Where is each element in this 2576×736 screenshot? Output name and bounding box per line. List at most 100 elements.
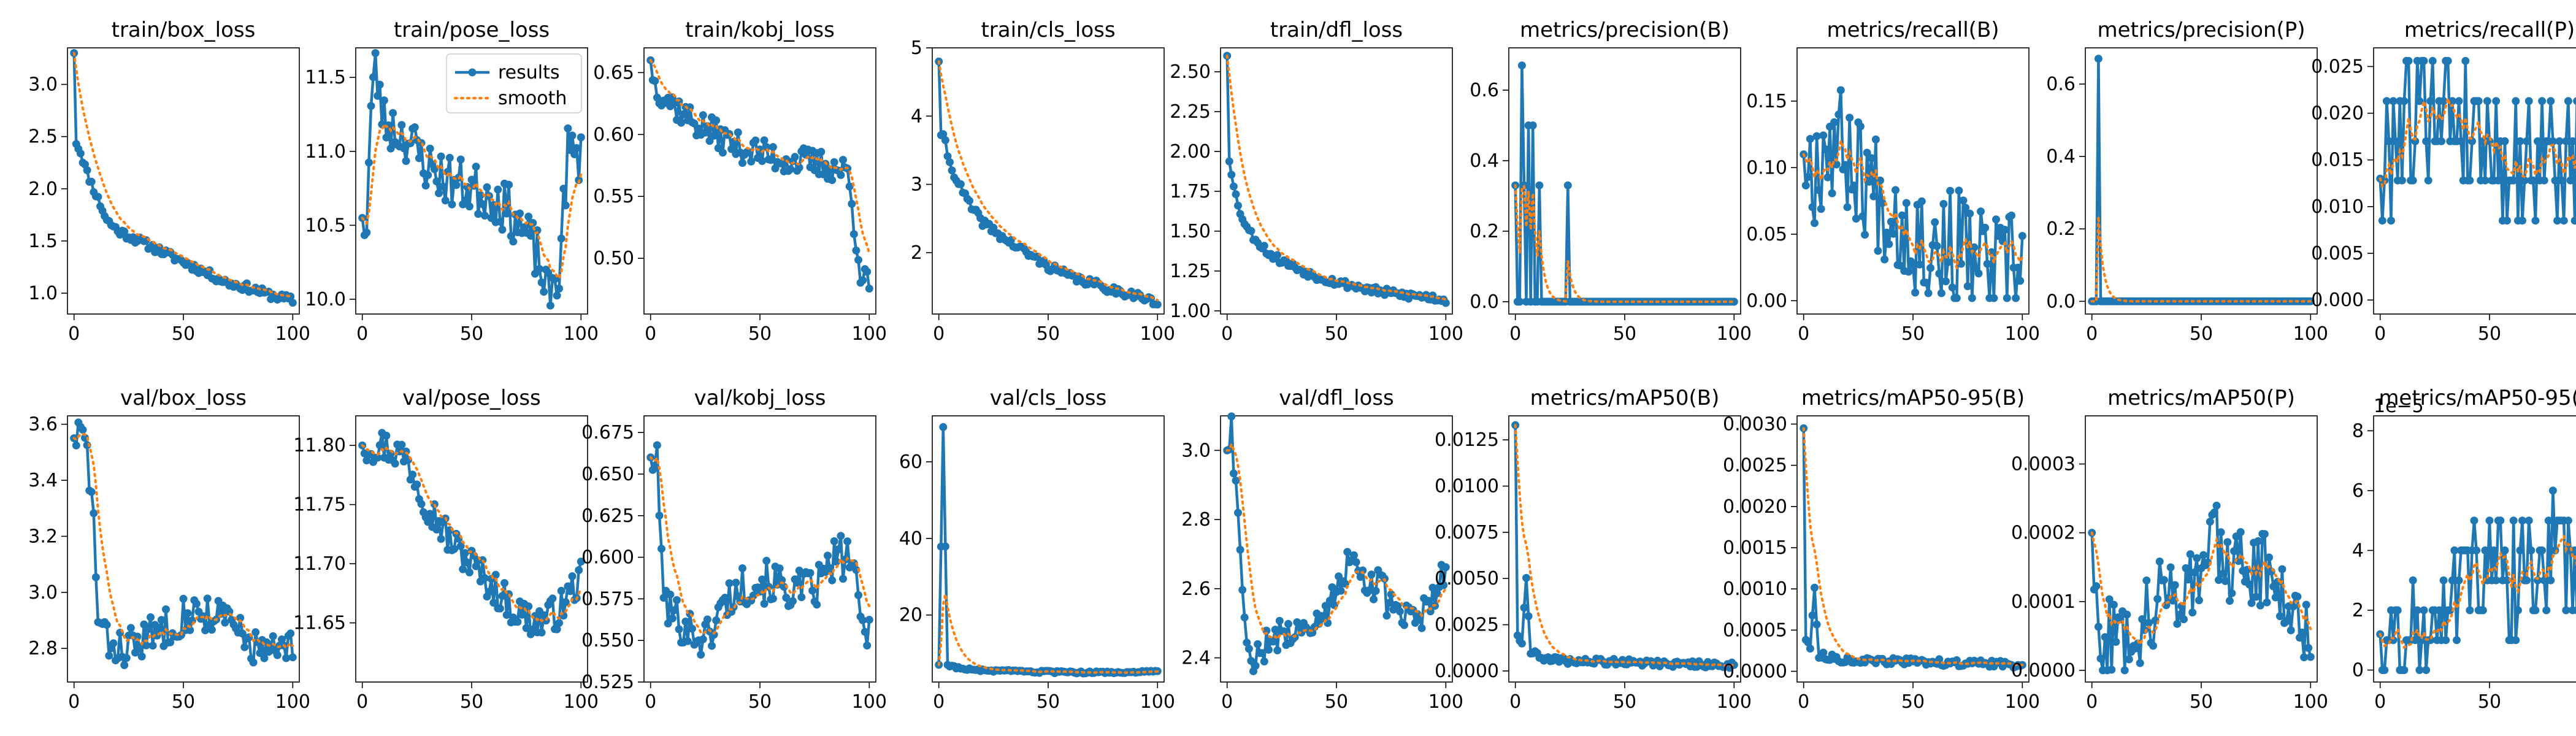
results-point (1852, 215, 1860, 223)
results-point (2393, 606, 2402, 615)
results-point (2439, 97, 2448, 105)
results-point (413, 480, 421, 489)
results-point (2210, 508, 2218, 516)
results-point (830, 537, 838, 545)
results-line (937, 426, 1158, 675)
results-point (2400, 97, 2409, 105)
results-point (2120, 666, 2129, 675)
results-point (2391, 137, 2400, 145)
legend-smooth-label: smooth (498, 88, 567, 109)
results-point (1806, 135, 1814, 143)
results-point (725, 579, 734, 588)
results-point (1898, 211, 1906, 220)
results-point (369, 73, 377, 82)
results-point (758, 157, 767, 165)
results-point (2562, 137, 2570, 145)
results-point (718, 148, 727, 157)
results-point (738, 564, 746, 572)
x-tick-label: 50 (1613, 323, 1636, 345)
smooth-line (2379, 532, 2576, 650)
results-point (1812, 620, 1821, 629)
results-point (2199, 551, 2208, 559)
results-point (2538, 546, 2547, 554)
results-point (456, 542, 465, 550)
results-point (1350, 551, 1358, 559)
y-tick-label: 0.2 (2046, 218, 2076, 240)
results-point (2415, 97, 2424, 105)
results-point (122, 654, 131, 662)
panel-title: metrics/precision(B) (1520, 18, 1730, 42)
results-point (2415, 666, 2424, 674)
y-tick-label: 0.65 (593, 62, 634, 83)
results-point (537, 278, 546, 286)
x-tick-label: 50 (748, 323, 772, 345)
x-tick-label: 50 (1037, 323, 1060, 345)
panel-10: val/pose_loss 0 50 100 11.65 11.70 11.75 11.80 (293, 386, 599, 713)
legend-results-marker (468, 68, 477, 77)
results-point (1247, 227, 1255, 235)
results-point (2094, 55, 2103, 63)
results-point (2221, 577, 2229, 585)
results-point (374, 91, 382, 100)
y-tick-label: 3.0 (28, 74, 58, 96)
results-point (278, 635, 286, 643)
results-point (941, 136, 949, 145)
results-point (371, 49, 380, 57)
results-point (2518, 217, 2526, 225)
results-point (2573, 97, 2576, 105)
results-point (529, 219, 537, 227)
results-point (1804, 173, 1812, 181)
results-point (1400, 621, 1408, 629)
results-point (452, 181, 461, 190)
axes-frame (1796, 415, 2030, 683)
panel-16: metrics/mAP50(P) 0 50 100 0.0000 0.0001 0.0002… (2011, 386, 2328, 713)
results-point (843, 537, 852, 546)
results-point (437, 152, 445, 161)
y-offset-label: 1e−5 (2374, 396, 2424, 417)
results-point (2134, 639, 2142, 648)
results-point (1279, 627, 1288, 635)
x-tick-label: 0 (1798, 323, 1809, 345)
x-tick-label: 50 (1901, 691, 1925, 713)
results-point (375, 80, 384, 89)
results-point (201, 626, 210, 635)
results-point (2496, 516, 2505, 525)
results-point (1260, 657, 1268, 665)
results-point (133, 632, 142, 641)
results-point (546, 301, 554, 310)
results-point (1227, 171, 1236, 179)
results-point (681, 617, 690, 626)
results-point (260, 654, 269, 662)
x-tick-label: 50 (2478, 323, 2501, 345)
results-point (561, 598, 570, 607)
results-point (136, 643, 144, 652)
results-point (256, 649, 264, 657)
results-point (2559, 217, 2568, 225)
results-point (577, 133, 585, 142)
results-point (791, 153, 799, 161)
results-point (747, 157, 756, 166)
results-point (826, 564, 834, 572)
results-point (494, 185, 502, 194)
y-tick-label: 2 (2352, 600, 2364, 621)
results-point (1730, 661, 1738, 669)
smooth-line (72, 432, 294, 650)
results-point (1867, 154, 1876, 163)
results-point (120, 227, 129, 236)
results-point (1563, 181, 1572, 190)
results-point (402, 157, 410, 165)
y-tick-label: 0.0 (2046, 291, 2076, 312)
y-tick-label: 0 (2352, 659, 2364, 681)
smooth-line (937, 60, 1159, 302)
y-tick-label: 0.650 (581, 464, 634, 485)
results-point (1411, 619, 1419, 627)
results-point (1937, 289, 1945, 297)
results-point (2551, 176, 2559, 185)
results-point (1808, 203, 1817, 212)
results-point (2186, 550, 2195, 559)
results-point (432, 177, 441, 186)
results-point (561, 201, 570, 210)
results-point (1243, 638, 1251, 647)
y-tick-label: 0.625 (581, 505, 634, 527)
